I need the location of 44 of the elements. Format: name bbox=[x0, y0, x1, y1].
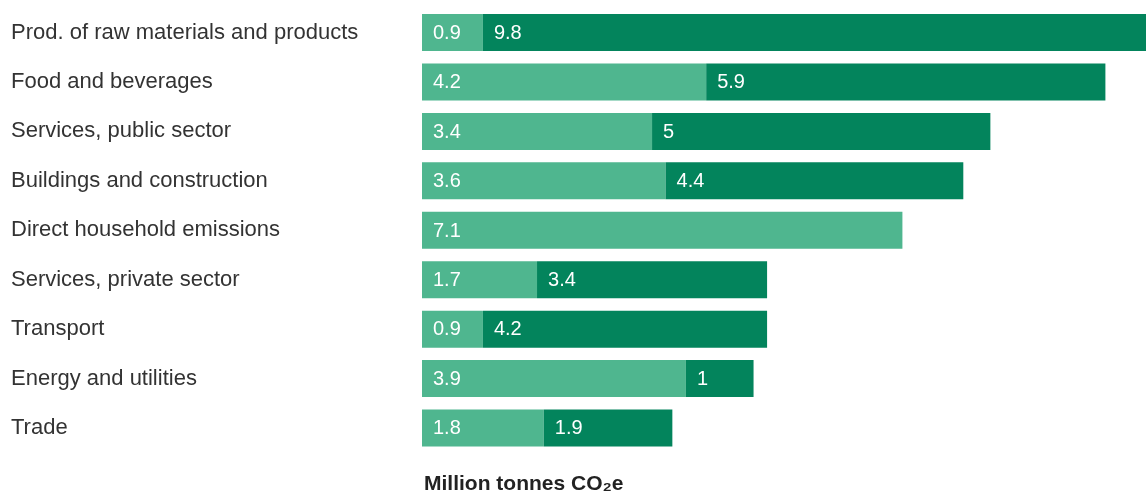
data-label: 0.9 bbox=[433, 317, 461, 340]
y-tick-label: Services, public sector bbox=[11, 117, 232, 143]
bar bbox=[422, 360, 686, 398]
data-label: 4.4 bbox=[676, 169, 705, 192]
data-label: 5.9 bbox=[717, 70, 745, 93]
y-tick-label: Food and beverages bbox=[11, 67, 213, 93]
bar bbox=[665, 162, 964, 200]
bar bbox=[706, 63, 1106, 101]
data-label: 1.7 bbox=[433, 268, 461, 290]
bar bbox=[422, 211, 903, 249]
bar bbox=[482, 14, 1146, 51]
bar bbox=[422, 310, 483, 348]
data-label: 1 bbox=[696, 366, 709, 389]
data-label: 3.4 bbox=[548, 268, 576, 290]
bar bbox=[422, 112, 653, 150]
y-tick-label: Buildings and construction bbox=[11, 166, 268, 192]
bar bbox=[422, 261, 538, 299]
bar bbox=[422, 63, 707, 101]
data-label: 1.9 bbox=[554, 416, 583, 439]
bar bbox=[422, 162, 666, 200]
bar bbox=[482, 310, 768, 348]
data-label: 4.2 bbox=[433, 70, 461, 93]
x-axis-title: Million tonnes CO₂e bbox=[424, 471, 625, 495]
y-tick-label: Energy and utilities bbox=[11, 364, 197, 390]
data-label: 9.8 bbox=[493, 20, 522, 43]
bar bbox=[422, 409, 544, 447]
bar bbox=[537, 261, 768, 299]
data-label: 3.9 bbox=[433, 366, 461, 389]
y-tick-label: Trade bbox=[11, 414, 68, 440]
data-label: 5 bbox=[663, 119, 675, 142]
data-label: 1.8 bbox=[433, 416, 461, 439]
bar bbox=[652, 112, 991, 150]
data-label: 4.2 bbox=[493, 317, 522, 340]
data-label: 0.9 bbox=[433, 20, 461, 43]
y-tick-label: Transport bbox=[11, 315, 105, 341]
y-tick-label: Services, private sector bbox=[11, 265, 240, 291]
y-tick-label: Direct household emissions bbox=[11, 216, 281, 242]
data-label: 3.4 bbox=[433, 119, 461, 142]
bar bbox=[685, 360, 754, 398]
data-label: 7.1 bbox=[433, 218, 461, 241]
data-label: 3.6 bbox=[433, 169, 461, 192]
bar bbox=[422, 14, 483, 51]
y-tick-label: Prod. of raw materials and products bbox=[11, 18, 359, 44]
bar bbox=[543, 409, 673, 447]
